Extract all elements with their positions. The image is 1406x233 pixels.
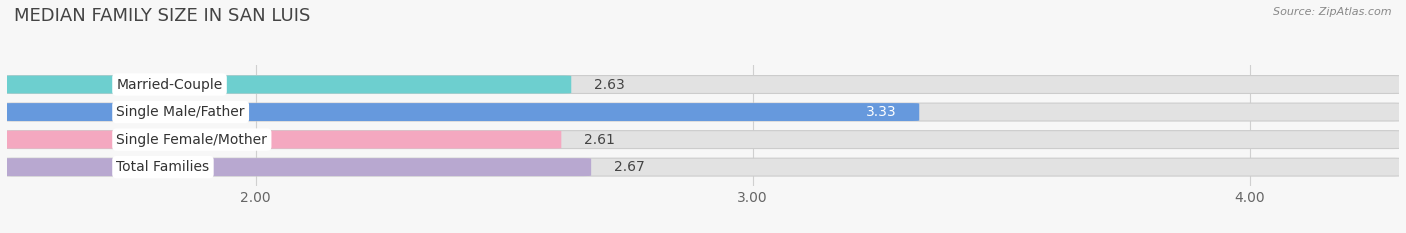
- FancyBboxPatch shape: [4, 131, 561, 149]
- Text: Total Families: Total Families: [117, 160, 209, 174]
- Text: Source: ZipAtlas.com: Source: ZipAtlas.com: [1274, 7, 1392, 17]
- Text: Single Male/Father: Single Male/Father: [117, 105, 245, 119]
- Text: 2.67: 2.67: [613, 160, 644, 174]
- Text: Married-Couple: Married-Couple: [117, 78, 222, 92]
- Text: 3.33: 3.33: [866, 105, 897, 119]
- FancyBboxPatch shape: [4, 158, 1402, 176]
- Text: MEDIAN FAMILY SIZE IN SAN LUIS: MEDIAN FAMILY SIZE IN SAN LUIS: [14, 7, 311, 25]
- FancyBboxPatch shape: [4, 75, 1402, 93]
- FancyBboxPatch shape: [4, 103, 920, 121]
- Text: Single Female/Mother: Single Female/Mother: [117, 133, 267, 147]
- FancyBboxPatch shape: [4, 158, 591, 176]
- Text: 2.61: 2.61: [583, 133, 614, 147]
- FancyBboxPatch shape: [4, 131, 1402, 149]
- FancyBboxPatch shape: [4, 75, 571, 93]
- Text: 2.63: 2.63: [593, 78, 624, 92]
- FancyBboxPatch shape: [4, 103, 1402, 121]
